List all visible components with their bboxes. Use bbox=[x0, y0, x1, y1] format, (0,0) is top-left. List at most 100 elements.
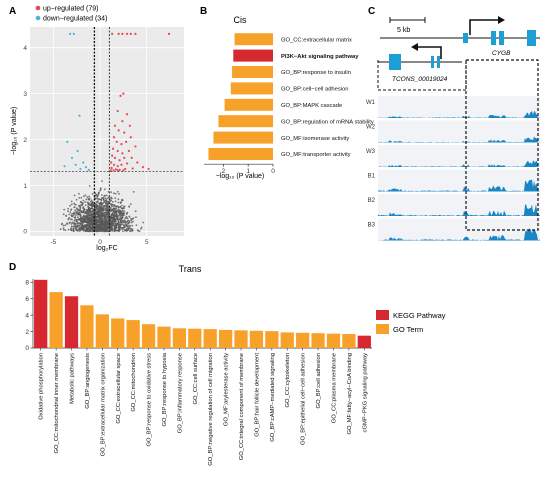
ns-point bbox=[70, 218, 72, 221]
ns-point bbox=[96, 197, 99, 200]
up-point bbox=[110, 161, 113, 164]
ns-point bbox=[135, 224, 138, 227]
scale-bar-label: 5 kb bbox=[397, 27, 410, 34]
ns-point bbox=[100, 213, 103, 216]
ns-point bbox=[88, 206, 91, 209]
ns-point bbox=[86, 228, 88, 231]
ns-point bbox=[98, 191, 100, 194]
ns-point bbox=[97, 210, 100, 213]
ns-point bbox=[107, 208, 110, 211]
ns-point bbox=[82, 220, 84, 223]
ns-point bbox=[114, 192, 117, 195]
ns-point bbox=[79, 219, 81, 221]
panel-letter-a: A bbox=[9, 6, 16, 17]
ns-point bbox=[121, 219, 123, 222]
up-point bbox=[120, 163, 123, 166]
trans-panel: Trans 0 2 4 6 8 Oxidative phosphorylation GO_… bbox=[25, 264, 445, 466]
ns-point bbox=[88, 195, 90, 198]
trans-bar bbox=[157, 326, 171, 348]
cygb-exon bbox=[491, 31, 496, 45]
ns-point bbox=[106, 206, 109, 209]
cis-category-label: GO_MF:isomerase activity bbox=[281, 136, 349, 142]
ns-point bbox=[98, 228, 100, 231]
ns-point bbox=[107, 203, 109, 206]
cis-x-tick-label: 1 bbox=[246, 168, 250, 175]
trans-bar bbox=[265, 331, 279, 348]
ns-point bbox=[111, 197, 113, 200]
ns-point bbox=[120, 210, 122, 213]
ns-point bbox=[79, 206, 81, 209]
ns-point bbox=[70, 225, 73, 228]
ns-point bbox=[140, 228, 142, 230]
up-point bbox=[129, 32, 132, 35]
ns-point bbox=[128, 220, 131, 223]
ns-point bbox=[88, 185, 91, 187]
tcons-gene-label: TCONS_00019024 bbox=[392, 76, 448, 83]
signal-track-label: B3 bbox=[368, 223, 376, 229]
up-point bbox=[110, 166, 113, 170]
up-point bbox=[109, 169, 112, 172]
ns-point bbox=[70, 200, 73, 203]
up-point bbox=[167, 32, 171, 35]
trans-y-tick-label: 6 bbox=[25, 296, 29, 303]
down-point bbox=[69, 32, 72, 35]
ns-point bbox=[70, 229, 73, 232]
ns-point bbox=[125, 215, 128, 218]
panel-letter-d: D bbox=[9, 262, 16, 273]
ns-point bbox=[84, 201, 87, 204]
up-point bbox=[117, 32, 120, 35]
ns-point bbox=[64, 229, 67, 232]
ns-point bbox=[102, 201, 105, 204]
ns-point bbox=[88, 197, 91, 200]
ns-point bbox=[142, 221, 145, 224]
ns-point bbox=[77, 208, 80, 211]
ns-point bbox=[105, 199, 108, 201]
ns-point bbox=[62, 227, 65, 230]
ns-point bbox=[77, 212, 80, 215]
ns-point bbox=[110, 204, 113, 206]
cis-category-label: GO_CC:extracellular matrix bbox=[281, 37, 352, 43]
ns-point bbox=[134, 210, 137, 213]
signal-track-coverage bbox=[378, 111, 540, 118]
ns-point bbox=[98, 217, 100, 220]
ns-point bbox=[63, 208, 66, 211]
ns-point bbox=[74, 209, 76, 212]
ns-point bbox=[110, 191, 113, 194]
ns-point bbox=[87, 209, 89, 212]
ns-point bbox=[127, 228, 130, 230]
up-point bbox=[136, 161, 139, 164]
ns-point bbox=[67, 228, 70, 231]
ns-point bbox=[81, 225, 83, 227]
legend-up-marker bbox=[35, 5, 41, 11]
up-point bbox=[116, 109, 119, 113]
ns-point bbox=[104, 224, 106, 227]
trans-bar bbox=[64, 296, 79, 348]
ns-point bbox=[128, 215, 131, 218]
legend-down-marker bbox=[35, 15, 41, 21]
ns-point bbox=[101, 207, 104, 210]
ns-point bbox=[71, 215, 73, 217]
ns-point bbox=[117, 208, 120, 211]
cis-x-axis: 2 1 0 bbox=[204, 163, 275, 175]
volcano-thresholds bbox=[30, 27, 184, 236]
ns-point bbox=[106, 201, 109, 203]
trans-category-label: GO_CC:mitochondrion bbox=[131, 353, 137, 412]
ns-point bbox=[96, 216, 99, 218]
ns-point bbox=[67, 218, 70, 221]
trans-category-label: cGMP−PKG signaling pathway bbox=[362, 353, 368, 433]
cygb-exon bbox=[463, 33, 468, 43]
ns-point bbox=[97, 208, 100, 211]
ns-point bbox=[78, 228, 80, 231]
ns-point bbox=[67, 207, 69, 210]
ns-point bbox=[100, 225, 102, 228]
ns-point bbox=[88, 224, 91, 226]
up-point bbox=[121, 120, 124, 123]
ns-point bbox=[85, 198, 88, 201]
ns-point bbox=[105, 194, 108, 197]
volcano-tick-labels: -5 0 5 0 1 2 3 4 bbox=[23, 45, 148, 246]
trans-bar bbox=[234, 330, 248, 348]
trans-bar bbox=[80, 305, 94, 348]
trans-y-tick-label: 0 bbox=[25, 345, 29, 352]
ns-point bbox=[120, 201, 122, 204]
up-point bbox=[129, 136, 132, 139]
